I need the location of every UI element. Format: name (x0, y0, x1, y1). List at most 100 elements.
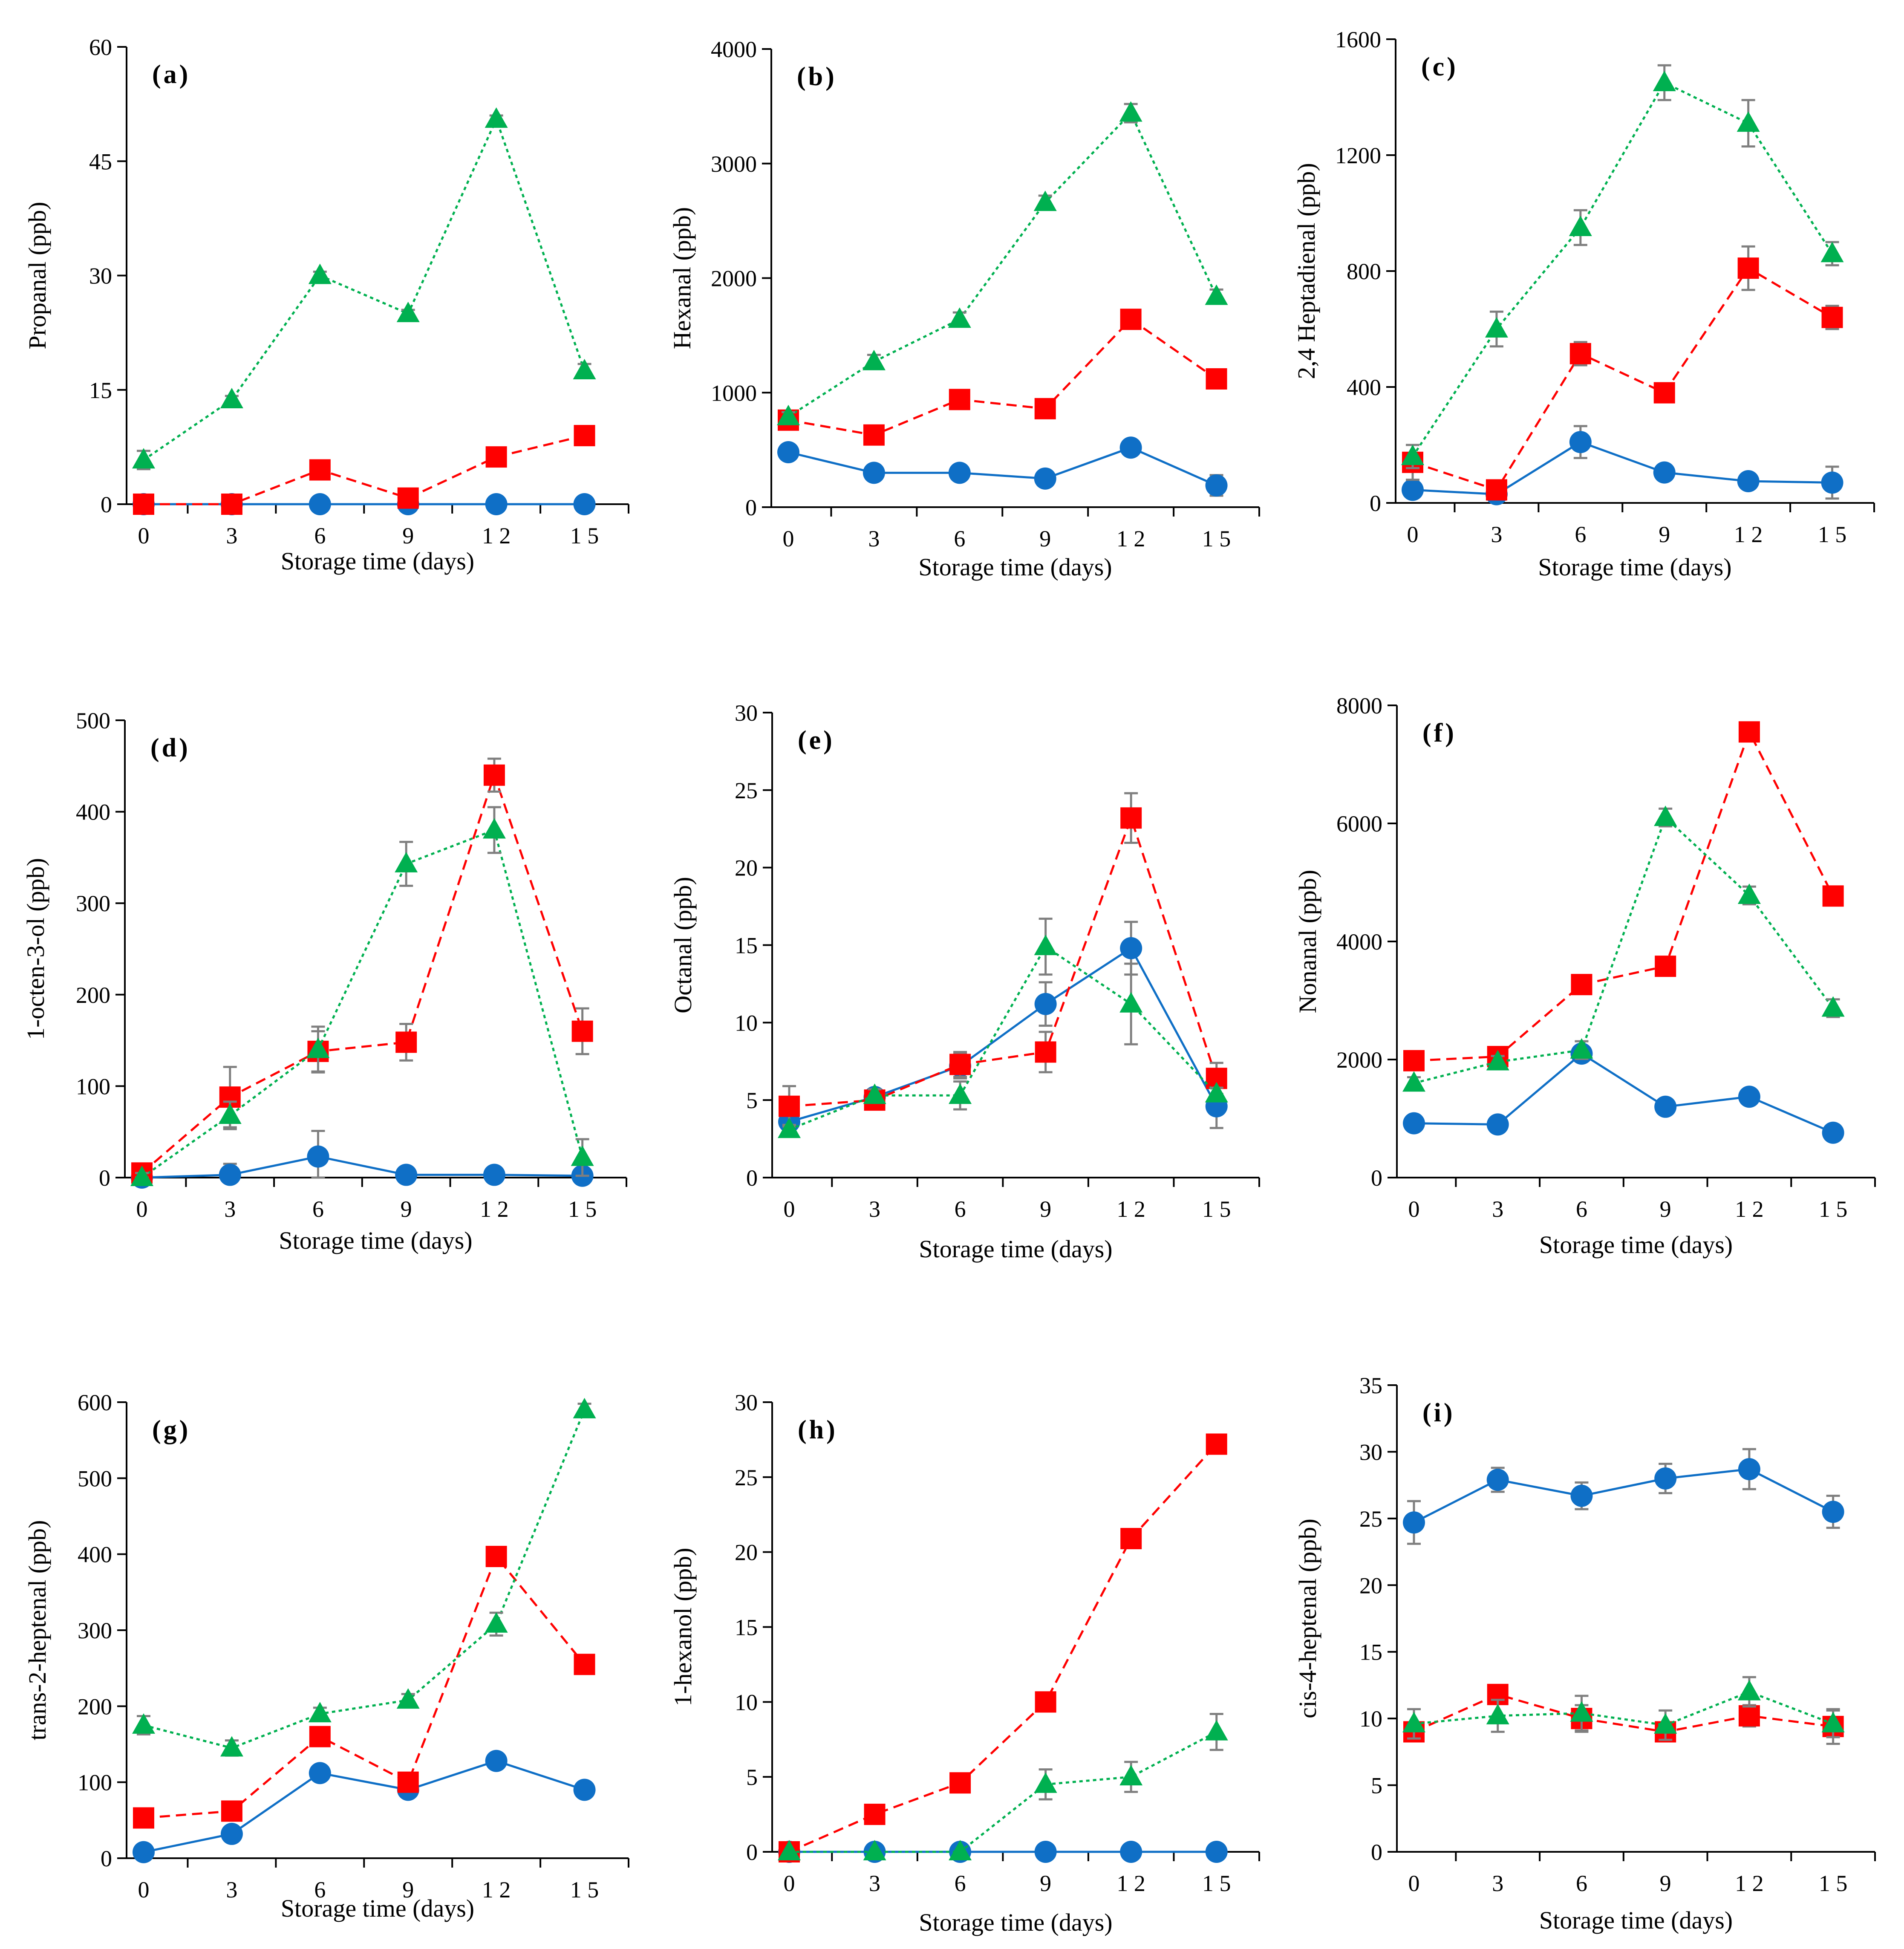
y-tick-label: 0 (1370, 491, 1381, 516)
x-axis-title: Storage time (days) (918, 553, 1112, 581)
series-red (1403, 1683, 1844, 1745)
series-blue (777, 436, 1228, 497)
data-point (571, 1145, 594, 1166)
data-point (778, 1840, 801, 1860)
data-point (485, 1750, 508, 1772)
y-tick-label: 5 (1371, 1773, 1382, 1799)
x-axis-title: Storage time (days) (1538, 553, 1731, 581)
y-tick-label: 400 (76, 800, 110, 825)
data-point (133, 1807, 154, 1829)
series-line (1414, 1690, 1834, 1727)
data-point (1485, 317, 1508, 338)
series-line (144, 434, 585, 505)
series-line (1414, 729, 1834, 1062)
x-axis-title: Storage time (days) (281, 1894, 474, 1922)
x-tick-label: 1 2 (1735, 1871, 1764, 1896)
x-tick-label: 1 5 (570, 523, 599, 549)
data-point (133, 1841, 155, 1863)
data-point (778, 1117, 801, 1138)
y-axis-title: 1-octen-3-ol (ppb) (22, 858, 49, 1040)
y-axis-title: 1-hexanol (ppb) (669, 1548, 697, 1706)
data-point (483, 1164, 505, 1186)
series-green (1402, 1676, 1845, 1741)
data-point (482, 818, 506, 839)
panel-f: 0 2000 4000 6000 8000 0 3 6 9 1 2 1 5 Storage time … (1294, 693, 1876, 1259)
series-line (1414, 1052, 1834, 1134)
data-point (220, 1822, 243, 1845)
data-point (1034, 993, 1057, 1015)
y-tick-label: 10 (735, 1010, 758, 1036)
data-point (1738, 1705, 1760, 1727)
data-point (1034, 1772, 1057, 1793)
x-tick-label: 9 (402, 1877, 414, 1903)
y-tick-label: 2000 (1336, 1047, 1382, 1073)
x-tick-label: 1 2 (1116, 1196, 1145, 1222)
x-tick-label: 0 (784, 1871, 795, 1896)
x-tick-label: 0 (138, 1877, 150, 1903)
x-tick-label: 1 2 (1116, 1871, 1145, 1896)
panel-h: 0 5 10 15 20 25 30 0 3 6 9 1 2 1 5 Storage time (days… (669, 1390, 1260, 1936)
x-tick-label: 0 (1407, 522, 1419, 547)
y-tick-label: 15 (735, 1615, 758, 1640)
series-red (133, 425, 595, 515)
data-point (485, 446, 507, 468)
data-point (1821, 1712, 1845, 1732)
x-tick-label: 1 5 (568, 1196, 597, 1222)
y-tick-label: 400 (78, 1542, 112, 1568)
series-green (132, 1398, 596, 1757)
x-tick-label: 0 (136, 1196, 148, 1222)
series-line (1412, 266, 1833, 491)
x-tick-label: 0 (1408, 1196, 1420, 1222)
series-line (789, 814, 1218, 1108)
x-tick-label: 3 (1492, 1196, 1503, 1222)
data-point (1822, 1501, 1844, 1523)
data-point (1569, 216, 1592, 236)
panel-d: 0 100 200 300 400 500 0 3 6 9 1 2 1 5 Storage time (… (22, 708, 627, 1254)
x-axis-title: Storage time (days) (919, 1235, 1112, 1263)
x-tick-label: 1 2 (482, 1877, 511, 1903)
data-point (1570, 1038, 1593, 1059)
data-point (485, 1612, 508, 1633)
data-point (395, 1031, 417, 1053)
x-tick-label: 3 (868, 526, 880, 551)
series-line (141, 771, 584, 1174)
y-tick-label: 1600 (1335, 27, 1381, 52)
data-point (1486, 1113, 1509, 1136)
series-green (777, 101, 1228, 425)
data-point (308, 1702, 332, 1723)
x-tick-label: 1 2 (480, 1196, 509, 1222)
y-tick-label: 600 (78, 1390, 112, 1415)
y-axis-title: Octanal (ppb) (669, 877, 697, 1013)
x-tick-label: 6 (1576, 1196, 1587, 1222)
series-line (143, 1554, 586, 1819)
series-red (1402, 245, 1843, 501)
data-point (1033, 191, 1057, 211)
x-tick-label: 3 (1492, 1871, 1503, 1896)
y-tick-label: 30 (89, 263, 112, 289)
data-point (309, 1726, 331, 1747)
data-point (396, 301, 420, 322)
y-tick-label: 300 (76, 891, 110, 916)
x-tick-label: 9 (401, 1196, 412, 1222)
y-tick-label: 1000 (711, 380, 757, 406)
data-point (949, 1054, 971, 1075)
data-point (1737, 257, 1759, 279)
x-tick-label: 9 (1660, 1871, 1671, 1896)
data-point (1403, 1112, 1425, 1135)
y-axis-title: 2,4 Heptadienal (ppb) (1292, 163, 1320, 379)
y-tick-label: 10 (1359, 1706, 1382, 1732)
x-tick-label: 0 (784, 1196, 795, 1222)
data-point (862, 349, 886, 370)
series-line (141, 829, 584, 1179)
x-axis-title: Storage time (days) (281, 547, 474, 575)
data-point (221, 1800, 242, 1822)
y-tick-label: 60 (89, 35, 112, 60)
x-tick-label: 9 (1039, 526, 1051, 551)
data-point (1119, 436, 1142, 459)
data-point (949, 1083, 972, 1104)
y-tick-label: 2000 (711, 266, 757, 292)
x-tick-label: 6 (314, 1877, 326, 1903)
series-green (132, 107, 596, 471)
data-point (395, 1164, 418, 1186)
